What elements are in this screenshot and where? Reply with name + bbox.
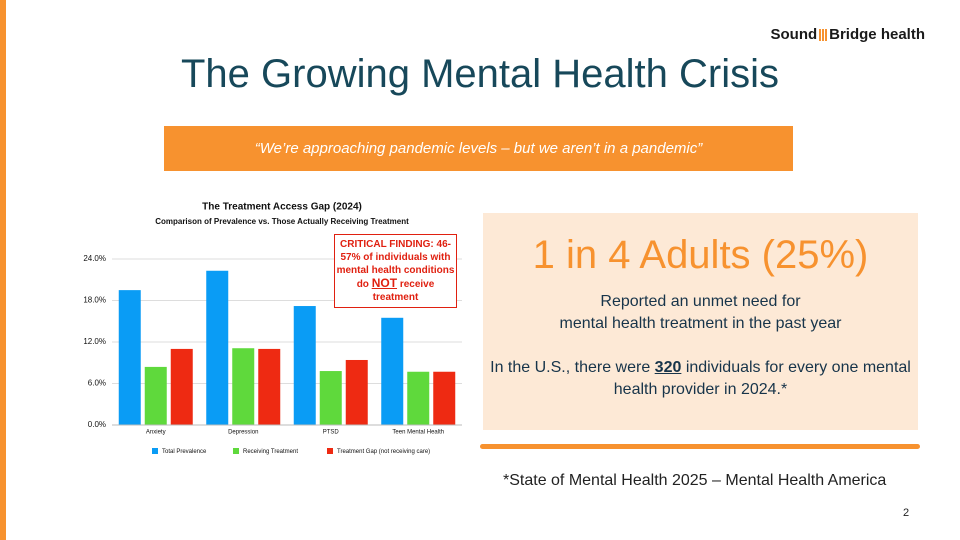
annotation-emphasis: NOT [371, 276, 398, 290]
logo: Sound Bridge health [770, 26, 925, 43]
chart: The Treatment Access Gap (2024) Comparis… [83, 202, 462, 455]
annotation-text: CRITICAL FINDING: 46-57% of individuals … [335, 238, 456, 304]
provider-stat: In the U.S., there were 320 individuals … [483, 357, 918, 401]
stat-text: In the U.S., there were [490, 359, 651, 376]
legend-swatch [152, 448, 158, 454]
legend-label: Receiving Treatment [243, 449, 298, 455]
y-tick-label: 18.0% [83, 296, 106, 305]
statement-line: Reported an unmet need for [600, 293, 801, 310]
bar [170, 348, 193, 425]
y-tick-label: 24.0% [83, 254, 106, 263]
x-tick-label: Anxiety [146, 430, 166, 436]
slide-title: The Growing Mental Health Crisis [181, 52, 779, 96]
annotation: CRITICAL FINDING: 46-57% of individuals … [334, 234, 457, 308]
bar [433, 371, 456, 425]
y-tick-label: 6.0% [88, 379, 106, 388]
annotation-text: CRITICAL FINDING: 46-57% of individuals … [336, 239, 455, 290]
y-tick-label: 0.0% [88, 420, 106, 429]
y-tick-label: 12.0% [83, 337, 106, 346]
stat-panel: 1 in 4 Adults (25%) Reported an unmet ne… [483, 213, 918, 430]
quote-banner: “We’re approaching pandemic levels – but… [164, 126, 793, 171]
x-tick-label: Teen Mental Health [392, 430, 444, 436]
stat-number: 320 [654, 359, 682, 376]
quote: “We’re approaching pandemic levels – but… [254, 140, 703, 157]
bar [118, 290, 141, 425]
legend-swatch [327, 448, 333, 454]
annotation-text: receive treatment [372, 279, 435, 303]
bar [345, 359, 368, 425]
chart-subtitle: Comparison of Prevalence vs. Those Actua… [155, 217, 409, 226]
bar [232, 348, 255, 425]
x-tick-label: Depression [228, 430, 258, 436]
stat-text: individuals for every one mental health … [613, 359, 911, 398]
accent-stripe [0, 0, 6, 540]
logo-text: Sound [770, 26, 818, 43]
logo-icon [819, 28, 828, 41]
logo-text: Bridge health [829, 26, 925, 43]
x-tick-label: PTSD [323, 430, 340, 436]
divider [480, 444, 920, 449]
headline: 1 in 4 Adults (25%) [532, 233, 869, 277]
bar [258, 348, 281, 425]
bar [381, 317, 404, 425]
legend-label: Total Prevalence [162, 449, 207, 455]
bar [407, 371, 430, 425]
bar [144, 366, 167, 425]
statement: Reported an unmet need for mental health … [483, 291, 918, 335]
bar [319, 371, 342, 425]
legend-swatch [233, 448, 239, 454]
bar [293, 306, 316, 425]
legend-label: Treatment Gap (not receiving care) [337, 449, 430, 455]
statement-line: mental health treatment in the past year [559, 315, 842, 332]
bar [206, 270, 229, 425]
page-number: 2 [903, 507, 910, 519]
footnote: *State of Mental Health 2025 – Mental He… [503, 472, 887, 489]
chart-title: The Treatment Access Gap (2024) [202, 202, 362, 213]
